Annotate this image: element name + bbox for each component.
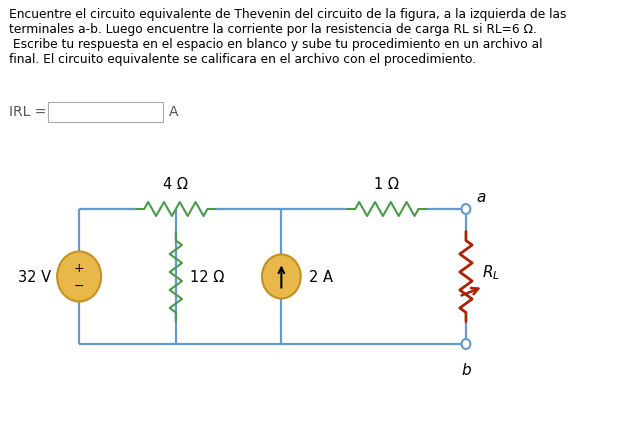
Text: 12 Ω: 12 Ω <box>190 269 224 284</box>
Text: 4 Ω: 4 Ω <box>163 177 188 191</box>
Text: IRL =: IRL = <box>9 105 46 119</box>
Text: b: b <box>461 362 471 377</box>
Text: a: a <box>476 190 486 205</box>
Circle shape <box>462 339 470 349</box>
FancyBboxPatch shape <box>49 103 163 123</box>
Circle shape <box>462 205 470 215</box>
Circle shape <box>262 255 301 299</box>
Text: +: + <box>74 261 85 274</box>
Text: −: − <box>74 280 85 292</box>
Text: 32 V: 32 V <box>18 269 51 284</box>
Text: Encuentre el circuito equivalente de Thevenin del circuito de la figura, a la iz: Encuentre el circuito equivalente de The… <box>9 8 566 66</box>
Text: A: A <box>169 105 179 119</box>
Text: 2 A: 2 A <box>309 269 333 284</box>
Text: 1 Ω: 1 Ω <box>374 177 399 191</box>
Text: $R_L$: $R_L$ <box>482 263 500 281</box>
Circle shape <box>57 252 101 302</box>
